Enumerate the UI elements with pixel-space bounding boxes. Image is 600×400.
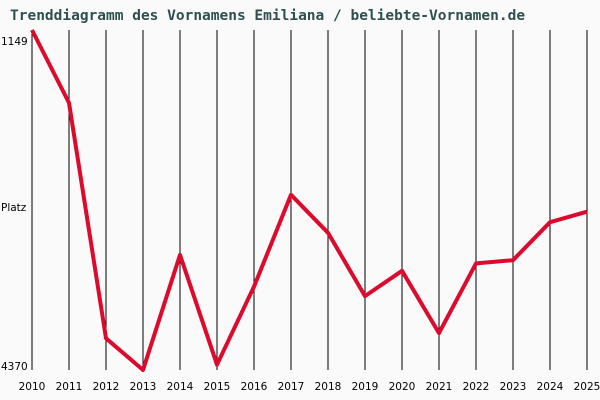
x-axis-tick-label: 2018: [314, 381, 342, 393]
x-axis-tick-label: 2024: [536, 381, 564, 393]
x-axis-tick-label: 2025: [573, 381, 600, 393]
x-axis-tick-label: 2013: [129, 381, 157, 393]
x-axis-tick-label: 2017: [277, 381, 305, 393]
y-axis-label: Platz: [1, 202, 27, 214]
x-axis-tick-label: 2010: [18, 381, 46, 393]
x-axis-tick-label: 2022: [462, 381, 490, 393]
x-axis-tick-label: 2023: [499, 381, 527, 393]
series-line: [30, 29, 588, 372]
x-axis-tick-label: 2012: [92, 381, 120, 393]
y-axis-top-label: 1149: [1, 36, 28, 48]
x-axis-tick-label: 2011: [55, 381, 83, 393]
x-axis-tick-label: 2014: [166, 381, 194, 393]
x-axis-tick-label: 2019: [351, 381, 379, 393]
x-axis-tick-label: 2015: [203, 381, 231, 393]
x-axis-tick-label: 2016: [240, 381, 268, 393]
chart-title: Trenddiagramm des Vornamens Emiliana / b…: [10, 8, 526, 24]
x-axis-tick-label: 2021: [425, 381, 453, 393]
y-axis-bottom-label: 4370: [1, 361, 28, 373]
x-axis-tick-label: 2020: [388, 381, 416, 393]
